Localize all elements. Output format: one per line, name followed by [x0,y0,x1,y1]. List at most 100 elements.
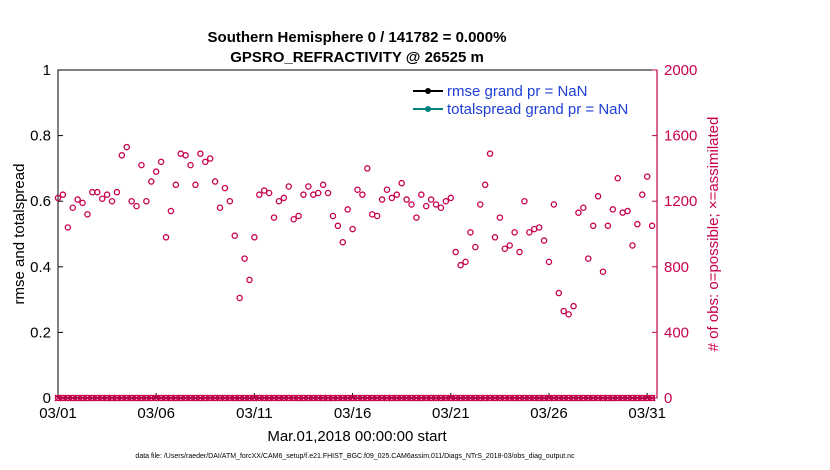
possible-point [643,173,651,180]
possible-point [526,229,533,236]
possible-point [162,234,170,241]
possible-point [585,255,592,262]
possible-point [354,186,361,193]
possible-point [172,181,180,189]
possible-point [403,196,410,203]
chart-subtitle: GPSRO_REFRACTIVITY @ 26525 m [230,49,484,66]
possible-point [560,307,567,315]
possible-point [580,204,587,212]
possible-point [599,268,607,275]
possible-point [486,150,494,157]
possible-point [138,161,145,169]
possible-point [418,191,425,198]
possible-point [442,197,450,205]
possible-point [265,189,273,197]
possible-point [413,214,420,221]
possible-point [123,143,130,151]
left-tick-label: 0.4 [30,259,51,276]
legend-marker-rmse [425,88,431,94]
possible-point [251,234,258,241]
possible-point [364,165,371,172]
possible-point [467,229,474,236]
possible-point [113,188,121,196]
possible-point [550,201,558,208]
possible-point [152,168,160,175]
possible-point [624,207,631,215]
x-axis: 03/01 03/06 03/11 03/16 03/21 03/26 03/31 [39,393,666,422]
x-tick-label: 03/21 [432,405,470,422]
possible-point [506,242,513,249]
possible-point [481,181,489,189]
x-tick-label: 03/11 [236,405,272,422]
right-tick-label: 0 [664,390,672,407]
possible-point [521,197,528,205]
right-axis: 0 400 800 1200 1600 2000 [652,62,697,407]
possible-point [393,191,401,198]
possible-point [74,196,81,203]
possible-point [457,261,464,269]
left-axis: 0 0.2 0.4 0.6 0.8 1 [30,62,63,407]
right-tick-label: 800 [664,259,689,276]
possible-point [476,201,484,208]
possible-point [260,187,268,194]
possible-point [373,212,381,220]
possible-point [629,242,636,249]
possible-point [157,158,165,166]
possible-point [511,229,518,236]
possible-point [241,255,248,262]
possible-point [295,212,302,220]
possible-point [202,158,209,166]
possible-point [300,191,307,198]
possible-point [349,225,356,233]
possible-point [447,194,455,202]
possible-point [472,243,479,251]
possible-point [54,194,62,202]
possible-point [280,194,288,202]
possible-point [167,207,175,215]
possible-point [226,197,234,205]
possible-point [197,150,204,157]
possible-point [211,178,219,185]
plot-marks [54,143,656,402]
left-tick-label: 1 [43,62,51,79]
possible-point [432,201,440,208]
possible-point [275,197,283,205]
possible-point [422,202,430,210]
possible-point [270,214,278,221]
possible-point [589,222,597,230]
x-tick-label: 03/31 [628,405,666,422]
possible-point [398,179,405,187]
possible-point [462,258,469,266]
possible-point [305,183,312,190]
possible-point [118,152,126,159]
possible-point [128,197,135,205]
possible-point [103,191,111,198]
possible-point [236,294,243,302]
y-axis-left-label: rmse and totalspread [11,164,28,305]
possible-point [648,222,656,230]
x-tick-label: 03/01 [39,405,77,422]
possible-point [64,224,72,231]
possible-point [437,204,445,212]
possible-point [143,197,150,205]
x-axis-label: Mar.01,2018 00:00:00 start [267,428,447,445]
possible-point [256,191,263,198]
left-tick-label: 0 [43,390,51,407]
possible-point [555,289,563,297]
possible-point [565,311,572,318]
possible-point [148,178,155,185]
left-tick-label: 0.8 [30,128,51,145]
possible-point [319,181,327,189]
possible-point [634,220,641,228]
possible-point [59,191,67,198]
possible-point [545,258,553,266]
possible-point [516,248,523,256]
possible-point [98,195,106,202]
plot-frame [57,69,658,399]
possible-zero-point [648,394,656,402]
possible-point [452,248,459,256]
left-tick-label: 0.6 [30,193,51,210]
legend-label-totalspread: totalspread grand pr = NaN [447,101,628,118]
possible-point [639,191,646,198]
possible-point [84,211,91,218]
